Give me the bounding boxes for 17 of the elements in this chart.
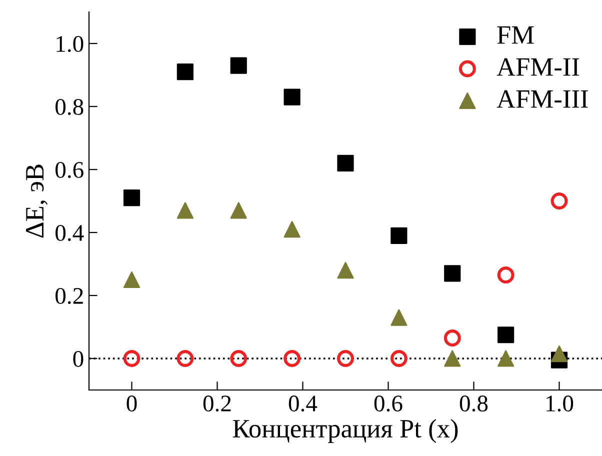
x-tick-label: 1.0 [546,396,574,412]
legend-label: AFM-III [496,90,588,108]
y-tick-label: 0.8 [56,98,84,116]
legend-label: AFM-II [496,58,580,76]
legend-label: FM [497,26,534,44]
x-tick-label: 0.8 [460,396,488,412]
y-tick-label: 0.2 [56,288,83,304]
x-tick-label: 0.2 [203,396,231,412]
x-tick-label: 0.6 [374,396,402,412]
y-axis-title: ΔE, эВ [26,164,48,238]
y-tick-label: 0.4 [56,224,84,242]
y-tick-label: 0 [73,350,84,367]
y-tick-label: 1.0 [56,36,84,52]
x-axis-title: Концентрация Pt (x) [232,419,458,443]
x-tick-label: 0.4 [288,396,318,412]
x-tick-label: 0 [126,396,137,412]
y-tick-label: 0.6 [56,162,84,178]
